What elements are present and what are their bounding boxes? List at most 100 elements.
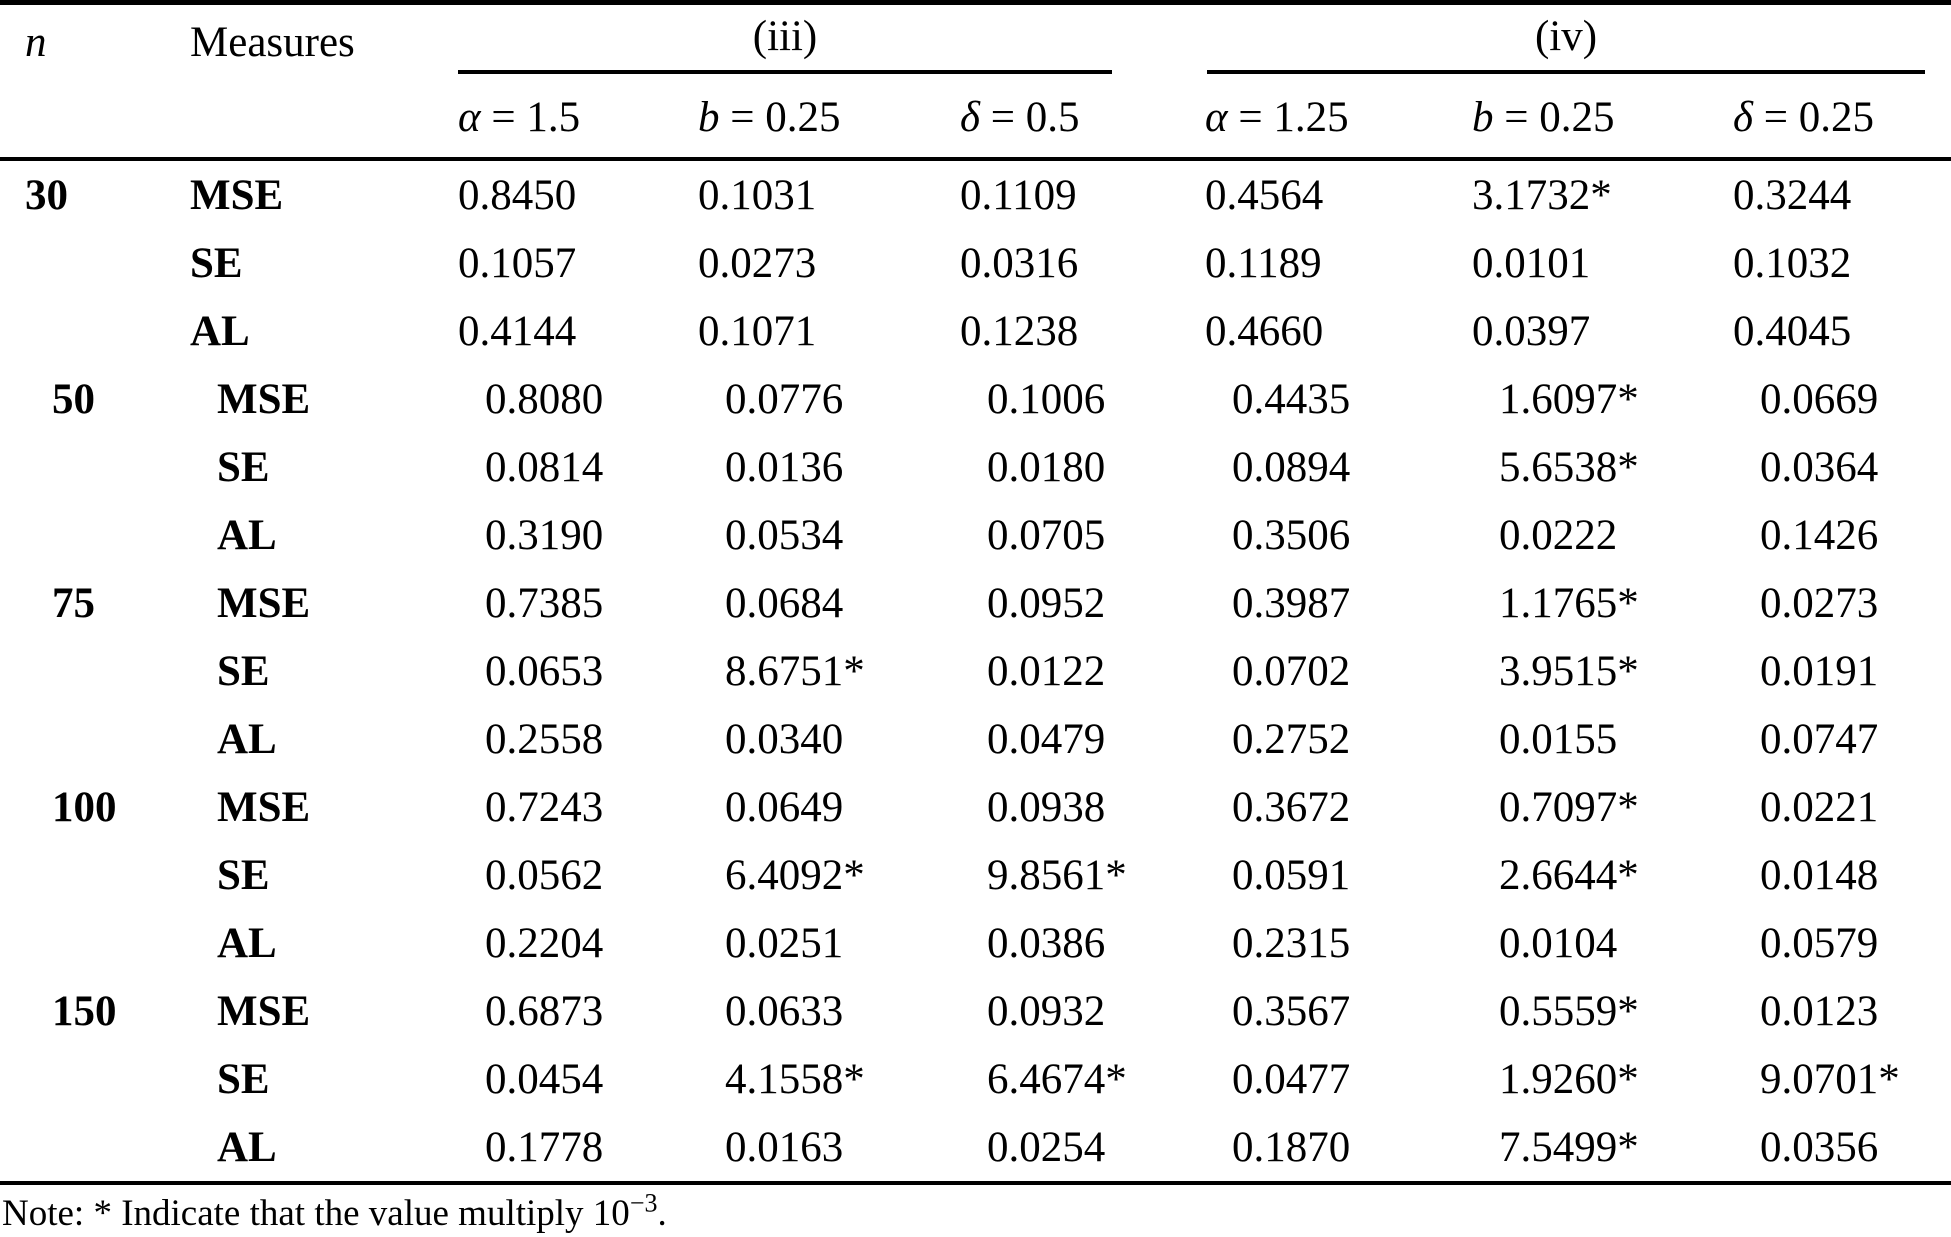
group-header-iv-label: (iv) [1207,5,1926,74]
value-cell: 0.0952 [987,579,1106,627]
value-cell: 0.8080 [485,375,604,423]
measure-label: AL [217,919,277,967]
value-cell: 0.0562 [485,851,604,899]
value-cell: 0.0222 [1499,511,1618,559]
param-symbol: δ [1733,93,1754,141]
n-value [0,909,190,977]
value-cell: 0.0397 [1472,307,1591,355]
note-period: . [657,1193,667,1234]
value-cell: 0.4660 [1205,307,1324,355]
value-cell: 7.5499* [1472,1113,1734,1185]
table-row-n50-se: SE 0.0814 0.0136 0.0180 0.0894 5.6538* 0.0364 [0,433,1951,501]
value-cell: 0.1238 [960,307,1079,355]
value-cell: 0.1057 [458,239,577,287]
value-cell: 2.6644* [1499,851,1639,899]
table-row-n30-se: SE 0.1057 0.0273 0.0316 0.1189 0.0101 0.1032 [0,229,1951,297]
table-row-n75-al: AL 0.2558 0.0340 0.0479 0.2752 0.0155 0.0747 [0,705,1951,773]
value-cell: 0.0163 [698,1113,960,1185]
value-cell: 6.4092* [725,851,865,899]
value-cell: 0.0534 [725,511,844,559]
param-header-iv-col1: α = 1.25 [1205,77,1473,161]
table-row-n75-mse: 75 MSE 0.7385 0.0684 0.0952 0.3987 1.1765* 0.02… [0,569,1951,637]
value-cell: 0.0705 [987,511,1106,559]
value-cell: 0.0932 [987,987,1106,1035]
value-cell: 0.6873 [485,987,604,1035]
table-row-n150-mse: 150 MSE 0.6873 0.0633 0.0932 0.3567 0.5559* 0.0… [0,977,1951,1045]
group-header-iv: (iv) [1205,3,1951,78]
measure-label: SE [217,443,270,491]
measure-label: MSE [217,579,311,627]
value-cell: 0.4435 [1232,375,1351,423]
n-value: 75 [52,579,95,627]
n-header-label: n [25,19,47,66]
value-cell: 0.2558 [485,715,604,763]
param-symbol: α [1205,93,1228,141]
value-cell: 1.6097* [1499,375,1639,423]
param-symbol: α [458,93,481,141]
n-value [0,705,190,773]
value-cell: 0.2752 [1232,715,1351,763]
measure-label: SE [217,647,270,695]
value-cell: 0.0579 [1760,919,1879,967]
value-cell: 0.0814 [485,443,604,491]
value-cell: 0.0136 [725,443,844,491]
n-value [0,501,190,569]
table-row-n150-al: AL 0.1778 0.0163 0.0254 0.1870 7.5499* 0.0356 [0,1113,1951,1185]
table-row-n30-al: AL 0.4144 0.1071 0.1238 0.4660 0.0397 0.4045 [0,297,1951,365]
measure-label: MSE [217,987,311,1035]
value-cell: 0.0123 [1760,987,1879,1035]
n-value [0,229,190,297]
value-cell: 0.0155 [1499,715,1618,763]
note-exponent: −3 [629,1188,658,1218]
measure-label: AL [217,511,277,559]
n-value [0,297,190,365]
value-cell: 0.4564 [1205,171,1324,219]
value-cell: 0.0122 [987,647,1106,695]
value-cell: 0.3244 [1733,171,1852,219]
measures-header-label: Measures [190,19,355,66]
value-cell: 0.1031 [698,171,817,219]
value-cell: 0.0251 [725,919,844,967]
note-text: Note: * Indicate that the value multiply… [2,1193,630,1234]
value-cell: 4.1558* [725,1055,865,1103]
measure-label: MSE [190,171,284,219]
param-header-iv-col2: b = 0.25 [1472,77,1734,161]
n-value: 150 [52,987,117,1035]
table-row-n30-mse: 30 MSE 0.8450 0.1031 0.1109 0.4564 3.1732* 0.32… [0,159,1951,229]
value-cell: 0.0254 [960,1113,1206,1185]
n-value: 30 [25,171,68,219]
value-cell: 5.6538* [1499,443,1639,491]
param-symbol: δ [960,93,980,141]
column-header-n: n [0,2,190,161]
value-cell: 0.0894 [1232,443,1351,491]
table-row-n150-se: SE 0.0454 4.1558* 6.4674* 0.0477 1.9260* 9.070… [0,1045,1951,1113]
value-cell: 0.1189 [1205,239,1322,287]
value-cell: 0.0386 [987,919,1106,967]
table-row-n100-al: AL 0.2204 0.0251 0.0386 0.2315 0.0104 0.0579 [0,909,1951,977]
value-cell: 0.0273 [1760,579,1879,627]
value-cell: 0.3987 [1232,579,1351,627]
value-cell: 0.0340 [725,715,844,763]
table-row-n50-al: AL 0.3190 0.0534 0.0705 0.3506 0.0222 0.1426 [0,501,1951,569]
param-symbol: b [698,93,720,141]
measure-label: MSE [217,783,311,831]
measure-label: SE [217,851,270,899]
value-cell: 9.0701* [1760,1055,1900,1103]
measure-label: MSE [217,375,311,423]
value-cell: 0.1426 [1760,511,1879,559]
value-cell: 0.1032 [1733,239,1852,287]
value-cell: 0.0938 [987,783,1106,831]
value-cell: 8.6751* [725,647,865,695]
measure-label: AL [190,1113,458,1185]
value-cell: 0.0653 [485,647,604,695]
group-header-iii: (iii) [458,3,1205,78]
value-cell: 0.3567 [1232,987,1351,1035]
param-symbol: b [1472,93,1494,141]
value-cell: 0.3672 [1232,783,1351,831]
value-cell: 0.0669 [1760,375,1879,423]
value-cell: 0.4144 [458,307,577,355]
value-cell: 0.0454 [485,1055,604,1103]
table-row-n100-mse: 100 MSE 0.7243 0.0649 0.0938 0.3672 0.7097* 0.0… [0,773,1951,841]
value-cell: 0.1109 [960,171,1077,219]
